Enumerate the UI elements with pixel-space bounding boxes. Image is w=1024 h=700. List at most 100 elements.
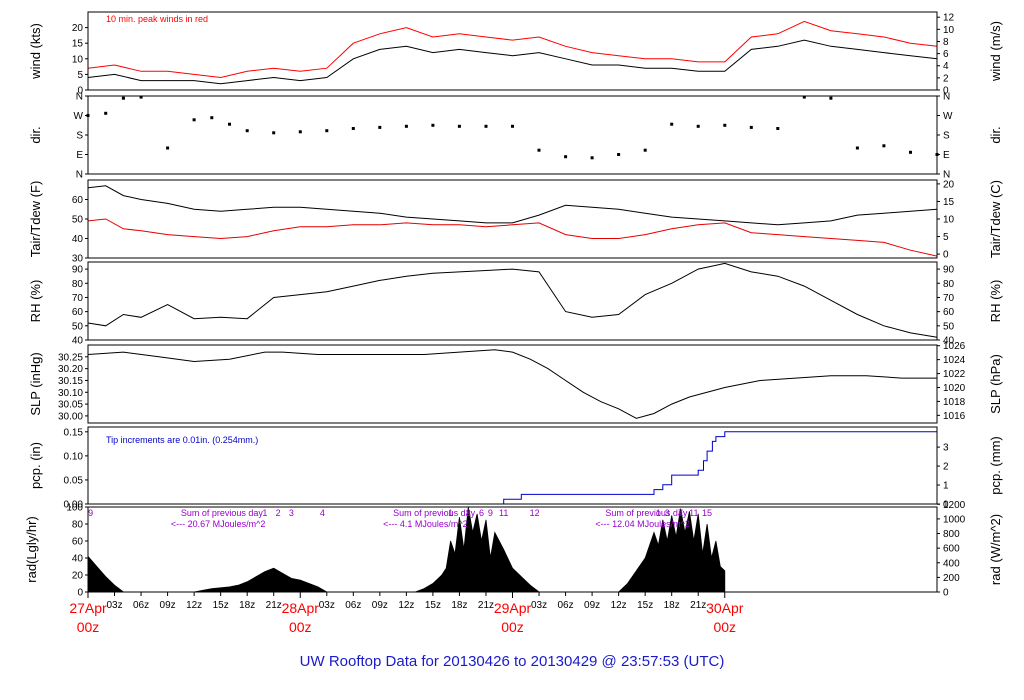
rh-series-RH [87, 262, 938, 338]
dir-point [351, 127, 355, 130]
rad-tip-count: 2 [276, 508, 281, 518]
pcp-right-ytick-label: 2 [943, 462, 949, 473]
slp-ylabel: SLP (inHg) [28, 352, 43, 415]
rad-tip-count: 7 [678, 508, 683, 518]
slp-ylabel-right: SLP (hPa) [988, 354, 1003, 414]
temp-ytick-label: 30 [72, 254, 84, 265]
rad-ytick-label: 40 [72, 554, 84, 565]
rad-tip-count: 1 [448, 508, 453, 518]
rad-sum-label: Sum of previous day [393, 508, 476, 518]
pcp-ytick-label: 0.10 [64, 451, 84, 462]
rad-tip-count: 11 [499, 508, 508, 518]
date-label: 27Apr [69, 600, 107, 616]
slp-ytick-label: 30.15 [58, 376, 83, 387]
rad-right-ytick-label: 200 [943, 573, 960, 584]
rh-right-ytick-label: 90 [943, 265, 955, 276]
dir-point [776, 127, 780, 130]
dir-point [802, 95, 806, 99]
dir-ytick-label: S [76, 131, 83, 142]
wind-ylabel: wind (kts) [28, 23, 43, 80]
temp-right-ytick-label: 5 [943, 232, 949, 243]
wind-right-ytick-label: 2 [943, 73, 949, 84]
dir-point [404, 124, 408, 128]
pcp-right-ytick-label: 1 [943, 481, 949, 492]
wind-ytick-label: 15 [72, 39, 84, 50]
dir-point [749, 125, 753, 129]
pcp-right-ytick-label: 3 [943, 443, 949, 454]
temp-right-ytick-label: 15 [943, 197, 955, 208]
pcp-panel-frame [87, 426, 938, 505]
rad-right-ytick-label: 0 [943, 588, 949, 599]
rad-tip-count: 15 [702, 508, 712, 518]
dir-point [272, 131, 276, 135]
wind-right-ytick-label: 4 [943, 61, 949, 72]
date-hour-label: 00z [77, 619, 100, 635]
temp-ytick-label: 50 [72, 215, 84, 226]
time-tick-label: 15z [213, 600, 229, 611]
dir-point [325, 129, 329, 133]
date-label: 29Apr [494, 600, 532, 616]
dir-point [121, 96, 125, 100]
rh-ytick-label: 40 [72, 336, 84, 347]
rad-tip-count: 1 [656, 508, 661, 518]
dir-ytick-label: N [76, 92, 83, 103]
slp-right-ytick-label: 1020 [943, 383, 966, 394]
slp-right-ytick-label: 1016 [943, 411, 966, 422]
dir-ytick-label: W [74, 111, 84, 122]
rad-right-ytick-label: 1000 [943, 514, 966, 525]
time-tick-label: 21z [478, 600, 494, 611]
dir-ylabel: dir. [28, 126, 43, 143]
time-tick-label: 06z [133, 600, 149, 611]
pcp-series-cumulative-precipitation [88, 431, 937, 505]
wind-right-ytick-label: 0 [943, 86, 949, 97]
rh-ylabel-right: RH (%) [988, 280, 1003, 323]
rh-ytick-label: 70 [72, 293, 84, 304]
slp-panel-frame [87, 344, 938, 424]
wind-right-ytick-label: 10 [943, 25, 955, 36]
dir-point [643, 148, 647, 152]
wind-series-wind-speed [87, 39, 938, 85]
wind-right-ytick-label: 8 [943, 37, 949, 48]
wind-annotation: 10 min. peak winds in red [106, 14, 208, 24]
dir-point [511, 124, 514, 128]
temp-ylabel-right: Tair/Tdew (C) [988, 180, 1003, 258]
slp-right-ytick-label: 1022 [943, 369, 966, 380]
pcp-annotation: Tip increments are 0.01in. (0.254mm.) [106, 435, 258, 445]
slp-ytick-label: 30.00 [58, 411, 83, 422]
rh-ytick-label: 50 [72, 321, 84, 332]
slp-right-ytick-label: 1018 [943, 397, 966, 408]
dir-point [696, 124, 700, 128]
dir-ytick-label: E [76, 150, 83, 161]
time-tick-label: 06z [558, 600, 574, 611]
time-tick-label: 21z [690, 600, 706, 611]
dir-point [139, 95, 143, 99]
rh-ylabel: RH (%) [28, 280, 43, 323]
dir-point [882, 144, 886, 148]
rh-right-ytick-label: 60 [943, 307, 955, 318]
rad-right-ytick-label: 1200 [943, 500, 966, 511]
temp-series-Tdew [87, 218, 938, 257]
date-label: 28Apr [282, 600, 320, 616]
time-tick-label: 06z [345, 600, 361, 611]
time-tick-label: 03z [531, 600, 547, 611]
pcp-ytick-label: 0.15 [64, 427, 84, 438]
time-tick-label: 21z [266, 600, 282, 611]
pcp-ytick-label: 0.05 [64, 475, 84, 486]
temp-right-ytick-label: 20 [943, 179, 955, 190]
temp-ylabel: Tair/Tdew (F) [28, 181, 43, 258]
rh-right-ytick-label: 40 [943, 336, 955, 347]
rh-ytick-label: 90 [72, 265, 84, 276]
slp-series-SLP [87, 349, 937, 419]
rad-ytick-label: 80 [72, 520, 84, 531]
rad-tip-count: 4 [320, 508, 325, 518]
rad-ylabel-right: rad (W/m^2) [988, 514, 1003, 585]
rh-ytick-label: 80 [72, 279, 84, 290]
wind-ytick-label: 5 [77, 70, 83, 81]
dir-point [378, 125, 382, 129]
wind-right-ytick-label: 6 [943, 49, 949, 60]
chart-title: UW Rooftop Data for 20130426 to 20130429… [300, 653, 725, 670]
slp-right-ytick-label: 1024 [943, 355, 966, 366]
rad-right-ytick-label: 400 [943, 558, 960, 569]
dir-panel-frame [87, 95, 938, 175]
